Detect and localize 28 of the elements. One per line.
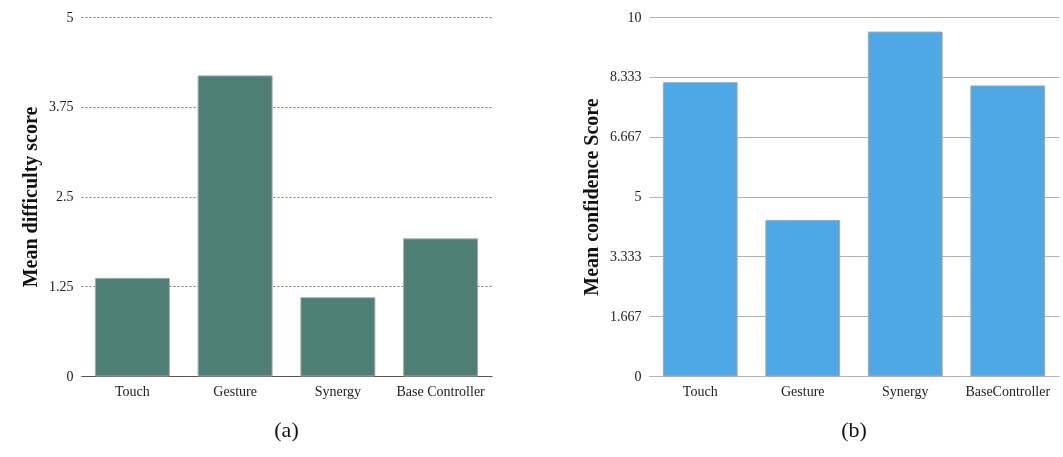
- y-tick-label: 2.5: [56, 189, 74, 204]
- y-tick-label: 3.75: [49, 99, 74, 115]
- y-tick-label: 1.25: [49, 278, 74, 294]
- x-tick-label: Synergy: [882, 383, 929, 399]
- y-tick-label: 5: [634, 189, 642, 204]
- text: (a): [274, 417, 299, 442]
- bar: [197, 75, 273, 377]
- x-tick-label: Synergy: [314, 383, 362, 399]
- y-axis-title: Mean confidence Score: [580, 98, 602, 296]
- y-axis-title: Mean difficulty score: [19, 106, 42, 288]
- x-tick-label: Touch: [682, 383, 718, 399]
- y-tick-label: 0: [634, 368, 642, 384]
- bar: [300, 297, 376, 377]
- y-tick-label: 6.667: [610, 129, 642, 145]
- y-tick-label: 0: [66, 368, 74, 384]
- x-tick-label: Gesture: [213, 383, 257, 399]
- x-tick-label: Touch: [114, 383, 150, 399]
- bar: [403, 238, 479, 377]
- x-tick-label: Base Controller: [396, 383, 486, 399]
- bar: [94, 277, 170, 377]
- text: (b): [841, 417, 867, 442]
- y-tick-label: 1.667: [610, 308, 642, 324]
- x-tick-label: Gesture: [780, 383, 825, 399]
- y-tick-label: 3.333: [610, 248, 642, 264]
- y-tick-label: 10: [627, 9, 642, 25]
- y-tick-label: 5: [66, 9, 74, 25]
- y-tick-label: 8.333: [610, 69, 642, 85]
- x-tick-label: BaseController: [965, 383, 1051, 399]
